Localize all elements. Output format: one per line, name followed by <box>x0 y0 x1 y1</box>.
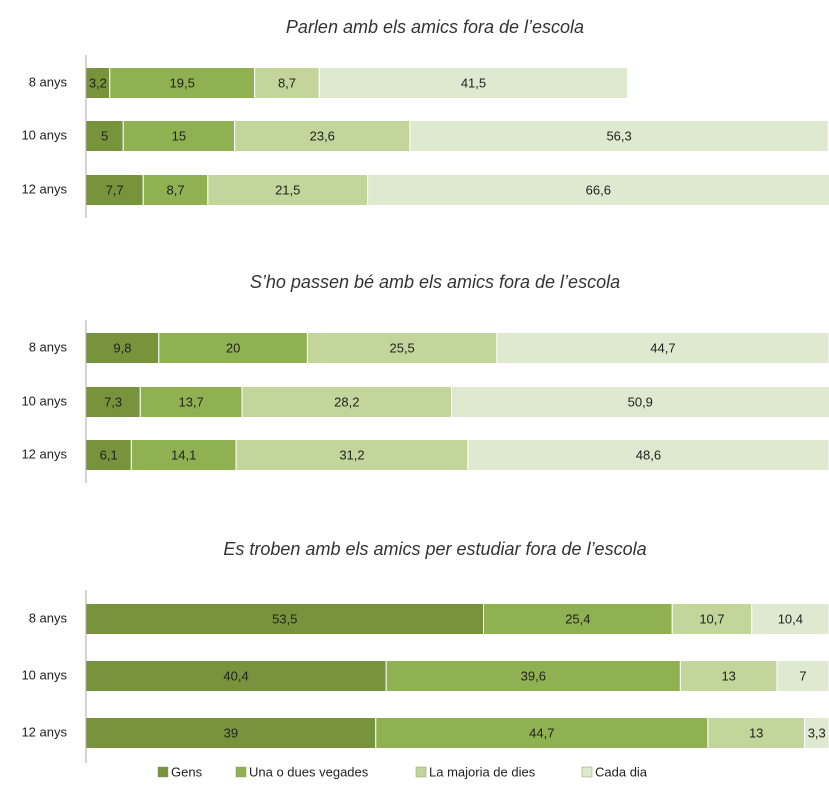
y-tick-label: 8 anys <box>29 610 68 625</box>
bar-segment <box>158 332 308 364</box>
value-label: 7 <box>799 668 806 683</box>
value-label: 39,6 <box>521 668 546 683</box>
value-label: 44,7 <box>529 725 554 740</box>
bar-segment <box>751 603 829 635</box>
value-label: 3,2 <box>89 75 107 90</box>
bar-segment <box>375 717 709 749</box>
value-label: 8,7 <box>166 182 184 197</box>
bar-segment <box>122 120 236 152</box>
value-label: 28,2 <box>334 394 359 409</box>
bar-segment <box>803 717 829 749</box>
value-label: 7,3 <box>104 394 122 409</box>
bar-segment <box>254 67 320 99</box>
legend-swatch <box>415 766 427 778</box>
value-label: 9,8 <box>113 340 131 355</box>
value-label: 19,5 <box>170 75 195 90</box>
value-label: 5 <box>101 128 108 143</box>
value-label: 21,5 <box>275 182 300 197</box>
y-tick-label: 10 anys <box>21 667 67 682</box>
value-label: 13 <box>749 725 763 740</box>
value-label: 25,5 <box>389 340 414 355</box>
value-label: 53,5 <box>272 611 297 626</box>
legend-label: Cada dia <box>595 764 648 779</box>
value-label: 13 <box>721 668 735 683</box>
bar-segment <box>235 439 469 471</box>
value-label: 6,1 <box>100 447 118 462</box>
bar-segment <box>671 603 753 635</box>
bar-segment <box>241 386 453 418</box>
y-tick-label: 12 anys <box>21 181 67 196</box>
value-label: 3,3 <box>808 725 826 740</box>
bar-segment <box>385 660 681 692</box>
bar-segment <box>367 174 829 206</box>
bar-segment <box>496 332 829 364</box>
value-label: 44,7 <box>650 340 675 355</box>
legend-swatch <box>157 766 169 778</box>
plot: 9,8 20 25,5 44,7 7,3 13,7 28,2 50,9 6,1 14,1 31,2 4… <box>85 332 829 471</box>
value-label: 56,3 <box>606 128 631 143</box>
bar-segment <box>109 67 256 99</box>
value-label: 66,6 <box>586 182 611 197</box>
value-label: 50,9 <box>628 394 653 409</box>
value-label: 39 <box>224 725 238 740</box>
y-tick-label: 12 anys <box>21 446 67 461</box>
value-label: 48,6 <box>636 447 661 462</box>
value-label: 10,7 <box>699 611 724 626</box>
bar-segment <box>85 603 485 635</box>
value-label: 15 <box>172 128 186 143</box>
bar-segment <box>451 386 829 418</box>
legend-label: Gens <box>171 764 203 779</box>
value-label: 31,2 <box>339 447 364 462</box>
bar-segment <box>85 386 141 418</box>
bar-segment <box>306 332 498 364</box>
bar-segment <box>139 386 243 418</box>
value-label: 25,4 <box>565 611 590 626</box>
bar-segment <box>142 174 209 206</box>
value-label: 14,1 <box>171 447 196 462</box>
legend-swatch <box>581 766 593 778</box>
y-tick-label: 10 anys <box>21 127 67 142</box>
bar-segment <box>318 67 629 99</box>
value-label: 40,4 <box>223 668 248 683</box>
bar-segment <box>707 717 805 749</box>
bar-segment <box>207 174 369 206</box>
value-label: 8,7 <box>278 75 296 90</box>
y-tick-label: 10 anys <box>21 393 67 408</box>
bar-segment <box>776 660 829 692</box>
bar-segment <box>234 120 411 152</box>
y-tick-label: 12 anys <box>21 724 67 739</box>
value-label: 23,6 <box>310 128 335 143</box>
legend-label: Una o dues vegades <box>249 764 369 779</box>
value-label: 10,4 <box>778 611 803 626</box>
bar-segment <box>85 332 160 364</box>
chart-title: Parlen amb els amics fora de l’escola <box>286 17 584 37</box>
bar-segment <box>409 120 829 152</box>
y-tick-label: 8 anys <box>29 74 68 89</box>
plot: 53,5 25,4 10,7 10,4 40,4 39,6 13 7 39 44,7 13 3,3 <box>85 603 829 749</box>
bar-segment <box>483 603 673 635</box>
chart-title: Es troben amb els amics per estudiar for… <box>223 539 646 559</box>
value-label: 41,5 <box>461 75 486 90</box>
value-label: 20 <box>226 340 240 355</box>
chart-title: S’ho passen bé amb els amics fora de l’e… <box>250 272 620 292</box>
bar-segment <box>467 439 829 471</box>
bar-segment <box>85 120 124 152</box>
plot: 3,2 19,5 8,7 41,5 5 15 23,6 56,3 7,7 8,7 21,5 66,6 <box>85 67 829 206</box>
y-tick-label: 8 anys <box>29 339 68 354</box>
legend-swatch <box>235 766 247 778</box>
bar-segment <box>130 439 237 471</box>
value-label: 7,7 <box>106 182 124 197</box>
value-label: 13,7 <box>178 394 203 409</box>
legend-label: La majoria de dies <box>429 764 536 779</box>
